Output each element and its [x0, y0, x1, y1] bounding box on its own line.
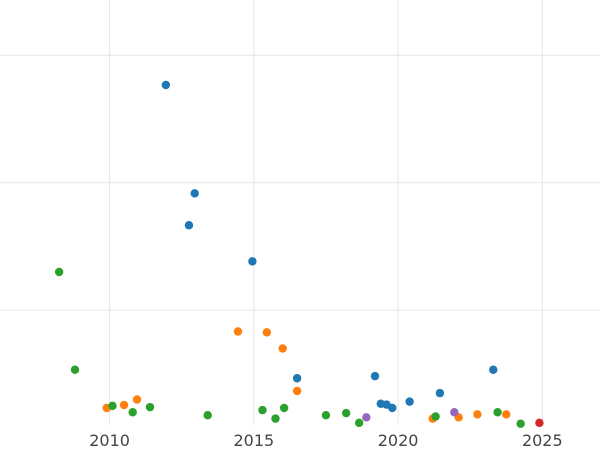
data-point-s2-p1 — [70, 365, 80, 374]
data-point-s0-p5 — [370, 371, 380, 381]
data-point-s3-p1 — [450, 408, 459, 417]
data-point-s1-p3 — [233, 327, 243, 336]
data-point-s2-p11 — [354, 418, 364, 428]
data-point-s1-p6 — [292, 386, 302, 396]
x-tick-label-2020: 2020 — [378, 431, 419, 450]
data-point-s0-p2 — [184, 221, 194, 230]
data-point-s2-p5 — [203, 411, 212, 420]
data-point-s4-p0 — [535, 418, 544, 428]
data-point-s0-p1 — [190, 189, 199, 198]
data-point-s0-p3 — [248, 257, 257, 266]
data-point-s1-p9 — [473, 410, 482, 419]
data-point-s0-p4 — [292, 374, 302, 383]
data-point-s3-p0 — [362, 413, 371, 422]
data-point-s2-p12 — [431, 412, 440, 421]
data-point-s0-p0 — [161, 80, 171, 90]
data-point-s2-p3 — [128, 408, 137, 417]
data-point-s2-p4 — [145, 402, 155, 412]
x-tick-label-2025: 2025 — [522, 431, 563, 450]
grid — [0, 0, 600, 425]
data-point-s1-p5 — [278, 344, 287, 353]
data-point-s2-p0 — [54, 267, 64, 277]
data-point-s2-p13 — [493, 408, 502, 417]
data-point-s1-p1 — [119, 400, 129, 410]
data-point-s0-p8 — [388, 403, 397, 413]
data-point-s2-p10 — [341, 408, 351, 418]
x-axis-ticks: 2010 2015 2020 2025 — [89, 431, 562, 450]
x-tick-label-2010: 2010 — [89, 431, 130, 450]
data-point-s1-p10 — [502, 410, 511, 419]
data-point-s2-p7 — [271, 414, 280, 423]
data-points — [54, 80, 544, 428]
data-point-s0-p10 — [435, 388, 445, 398]
data-point-s1-p2 — [132, 395, 142, 404]
data-point-s2-p9 — [321, 411, 331, 420]
data-point-s2-p6 — [258, 405, 267, 415]
data-point-s2-p14 — [516, 419, 525, 428]
data-point-s0-p11 — [489, 365, 498, 374]
data-point-s0-p9 — [405, 397, 414, 406]
x-tick-label-2015: 2015 — [233, 431, 274, 450]
data-point-s2-p2 — [108, 401, 117, 411]
data-point-s1-p4 — [262, 328, 272, 337]
data-point-s2-p8 — [279, 403, 289, 413]
